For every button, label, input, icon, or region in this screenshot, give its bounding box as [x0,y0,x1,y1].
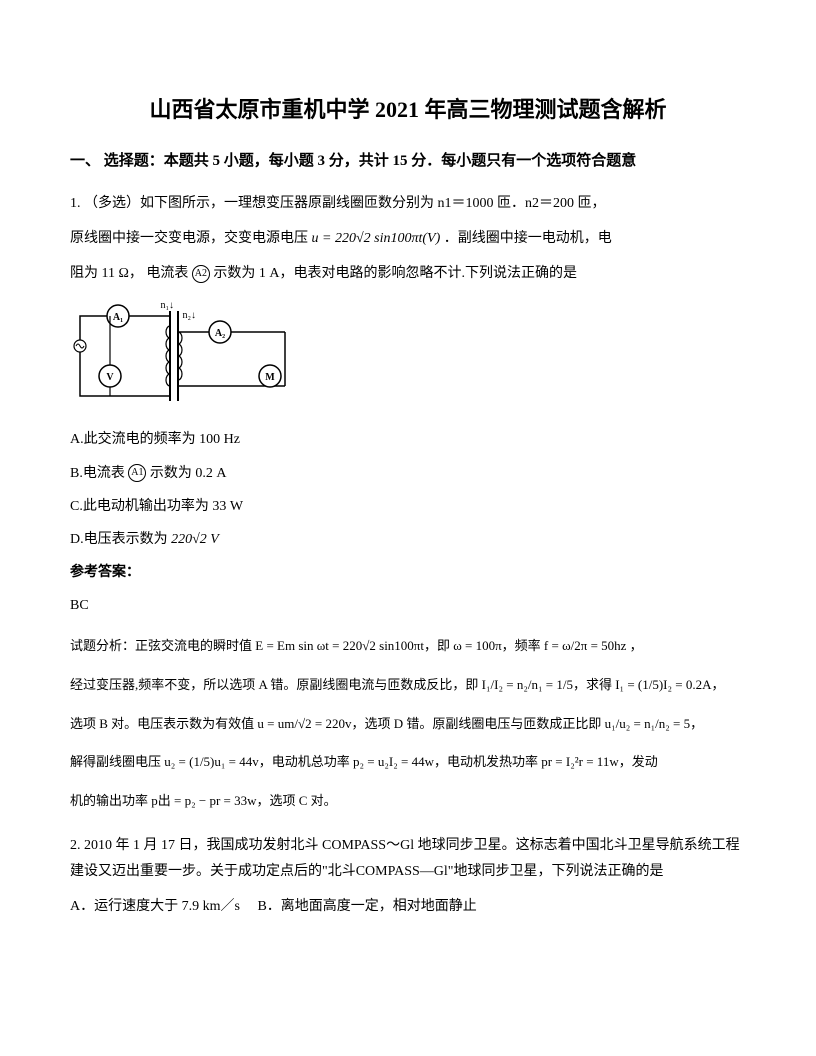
a1-label: A₁ [113,312,123,323]
q1-line2-text-b: ．副线圈中接一电动机，电 [444,231,612,246]
answer-value: BC [70,593,746,618]
page-title: 山西省太原市重机中学 2021 年高三物理测试题含解析 [70,90,746,130]
q1-optb-text-b: 示数为 0.2 A [150,466,227,481]
circuit-diagram: A₁ V n₁↓ n₂↓ A₂ M [70,296,746,415]
q1-line2-text-a: 原线圈中接一交变电源，交变电源电压 [70,231,308,246]
q1-explanation: 试题分析：正弦交流电的瞬时值 E = Em sin ωt = 220√2 sin… [70,632,746,815]
answer-label: 参考答案： [70,560,746,585]
q1-option-d: D.电压表示数为 220√2 V [70,527,746,552]
expl-line-4: 解得副线圈电压 u₂ = (1/5)u₁ = 44v，电动机总功率 p₂ = u… [70,748,746,777]
n1-label: n₁↓ [161,300,175,311]
q1-optb-text-a: B.电流表 [70,466,128,481]
q1-line3: 阻为 11 Ω， 电流表 A2 示数为 1 A，电表对电路的影响忽略不计.下列说… [70,261,746,286]
expl-line-1: 试题分析：正弦交流电的瞬时值 E = Em sin ωt = 220√2 sin… [70,632,746,661]
n2-label: n₂↓ [183,310,197,321]
section-header: 一、 选择题：本题共 5 小题，每小题 3 分，共计 15 分．每小题只有一个选… [70,148,746,175]
q2-text: 2. 2010 年 1 月 17 日，我国成功发射北斗 COMPASS～Gl 地… [70,833,746,883]
expl-line-2: 经过变压器,频率不变，所以选项 A 错。原副线圈电流与匝数成反比，即 I₁/I₂… [70,671,746,700]
q1-line3-text-a: 阻为 11 Ω， 电流表 [70,266,192,281]
ammeter-a1-icon: A1 [128,464,146,482]
q1-optd-formula: 220√2 V [171,532,219,547]
q1-option-a: A.此交流电的频率为 100 Hz [70,427,746,452]
q1-line2: 原线圈中接一交变电源，交变电源电压 u = 220√2 sin100πt(V) … [70,226,746,251]
q1-line1: 1. （多选）如下图所示，一理想变压器原副线圈匝数分别为 n1＝1000 匝．n… [70,191,746,216]
v-label: V [106,372,114,383]
q1-line3-text-b: 示数为 1 A，电表对电路的影响忽略不计.下列说法正确的是 [213,266,577,281]
q1-option-b: B.电流表 A1 示数为 0.2 A [70,461,746,486]
q1-optd-text-a: D.电压表示数为 [70,532,168,547]
q2-option-a: A．运行速度大于 7.9 km／s [70,899,240,914]
q2-options-row: A．运行速度大于 7.9 km／s B．离地面高度一定，相对地面静止 [70,894,746,919]
expl-line-3: 选项 B 对。电压表示数为有效值 u = um/√2 = 220v，选项 D 错… [70,710,746,739]
q1-formula-voltage: u = 220√2 sin100πt(V) [312,231,441,246]
q1-option-c: C.此电动机输出功率为 33 W [70,494,746,519]
q2-option-b: B．离地面高度一定，相对地面静止 [257,899,476,914]
expl-line-5: 机的输出功率 p出 = p₂ − pr = 33w，选项 C 对。 [70,787,746,816]
ammeter-a2-icon: A2 [192,265,210,283]
a2-label: A₂ [215,328,225,339]
m-label: M [265,372,275,383]
